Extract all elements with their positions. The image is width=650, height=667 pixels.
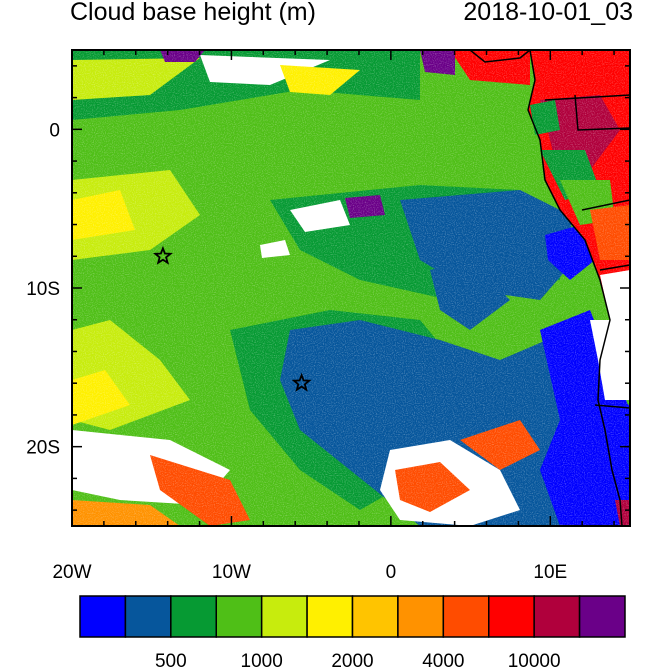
- colorbar-labels: 500 1000 2000 4000 10000: [155, 651, 561, 667]
- colorbar-swatch: [124, 595, 172, 638]
- station-markers: [152, 245, 312, 392]
- y-axis-labels: 0 10S 20S: [26, 120, 60, 458]
- colorbar-swatch: [578, 595, 626, 638]
- x-tick-label: 10E: [533, 562, 567, 583]
- colorbar-label: 1000: [241, 651, 283, 667]
- colorbar-swatch: [488, 595, 535, 638]
- y-tick-label: 20S: [26, 438, 60, 459]
- timestamp-label: 2018-10-01_03: [463, 0, 633, 26]
- star-marker-south: [291, 372, 312, 392]
- x-tick-label: 10W: [212, 562, 251, 583]
- y-tick-label: 0: [49, 120, 60, 141]
- colorbar-swatch: [79, 595, 127, 638]
- colorbar-swatch: [397, 595, 445, 638]
- x-tick-label: 20W: [52, 562, 91, 583]
- colorbar-swatch: [260, 595, 308, 638]
- colorbar-swatch: [215, 595, 263, 638]
- axis-ticks: [71, 50, 630, 526]
- colorbar: [79, 595, 626, 638]
- colorbar-swatch: [533, 595, 581, 638]
- colorbar-swatch: [351, 595, 399, 638]
- colorbar-label: 500: [155, 651, 187, 667]
- star-marker-north: [152, 245, 173, 265]
- y-tick-label: 10S: [26, 279, 60, 300]
- map-title: Cloud base height (m): [70, 0, 316, 26]
- cloud-field: [72, 50, 630, 526]
- coastline: [469, 50, 630, 526]
- colorbar-label: 10000: [508, 651, 561, 667]
- colorbar-label: 4000: [422, 651, 464, 667]
- x-axis-labels: 20W 10W 0 10E: [52, 562, 567, 583]
- colorbar-swatch: [442, 595, 490, 638]
- colorbar-label: 2000: [331, 651, 373, 667]
- colorbar-swatch: [170, 595, 217, 638]
- x-tick-label: 0: [386, 562, 397, 583]
- colorbar-swatch: [306, 595, 354, 638]
